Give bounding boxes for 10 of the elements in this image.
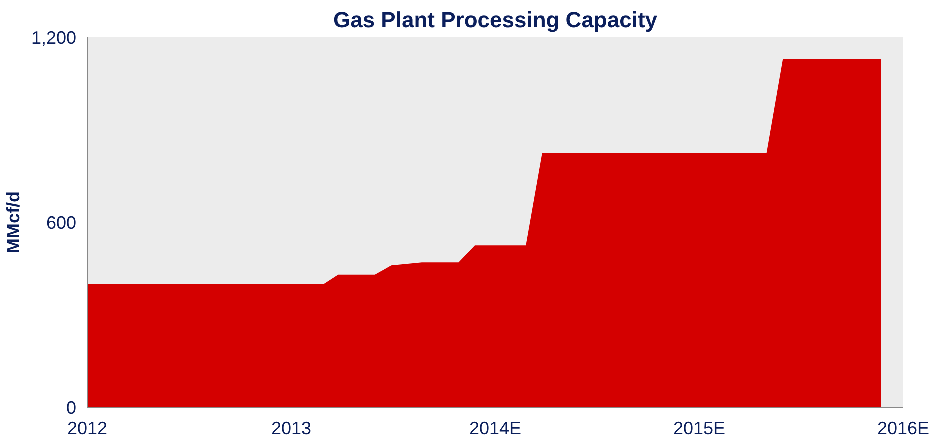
x-tick-label: 2015E [673,418,726,438]
x-tick-label: 2013 [271,418,312,438]
x-tick-label: 2016E [877,418,930,438]
y-tick-label: 600 [46,213,77,233]
y-tick-label: 1,200 [31,28,77,48]
x-tick-label: 2014E [469,418,522,438]
chart-title: Gas Plant Processing Capacity [333,8,658,32]
x-tick-label: 2012 [67,418,108,438]
y-tick-label: 0 [66,398,77,418]
y-axis-title: MMcf/d [3,191,24,254]
